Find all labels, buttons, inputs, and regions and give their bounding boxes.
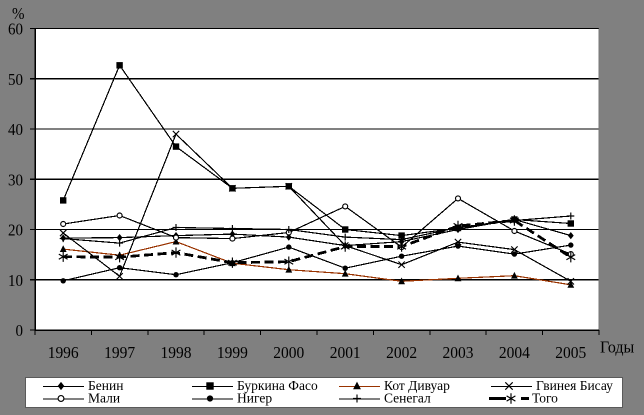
- svg-text:2005: 2005: [555, 342, 586, 362]
- svg-text:1997: 1997: [104, 342, 135, 362]
- svg-text:2002: 2002: [386, 342, 417, 362]
- svg-text:0: 0: [16, 322, 23, 340]
- svg-text:2000: 2000: [273, 342, 304, 362]
- svg-text:Нигер: Нигер: [237, 391, 272, 406]
- svg-text:40: 40: [8, 121, 23, 139]
- svg-text:50: 50: [8, 71, 23, 89]
- svg-text:Буркина Фасо: Буркина Фасо: [237, 378, 318, 393]
- svg-text:2003: 2003: [443, 342, 474, 362]
- svg-text:Того: Того: [532, 391, 558, 406]
- svg-text:10: 10: [8, 272, 23, 290]
- svg-text:60: 60: [8, 21, 23, 39]
- svg-text:Гвинея Бисау: Гвинея Бисау: [536, 378, 613, 393]
- svg-text:Кот Дивуар: Кот Дивуар: [384, 378, 450, 393]
- svg-text:%: %: [12, 5, 24, 23]
- svg-text:Бенин: Бенин: [88, 378, 123, 393]
- svg-text:Мали: Мали: [88, 391, 120, 406]
- svg-text:Годы: Годы: [600, 337, 634, 357]
- svg-text:2004: 2004: [499, 342, 530, 362]
- svg-text:1996: 1996: [48, 342, 79, 362]
- svg-text:2001: 2001: [330, 342, 361, 362]
- svg-text:1998: 1998: [161, 342, 192, 362]
- svg-text:1999: 1999: [217, 342, 248, 362]
- svg-text:Сенегал: Сенегал: [384, 391, 431, 406]
- svg-text:30: 30: [8, 172, 23, 190]
- svg-text:20: 20: [8, 222, 23, 240]
